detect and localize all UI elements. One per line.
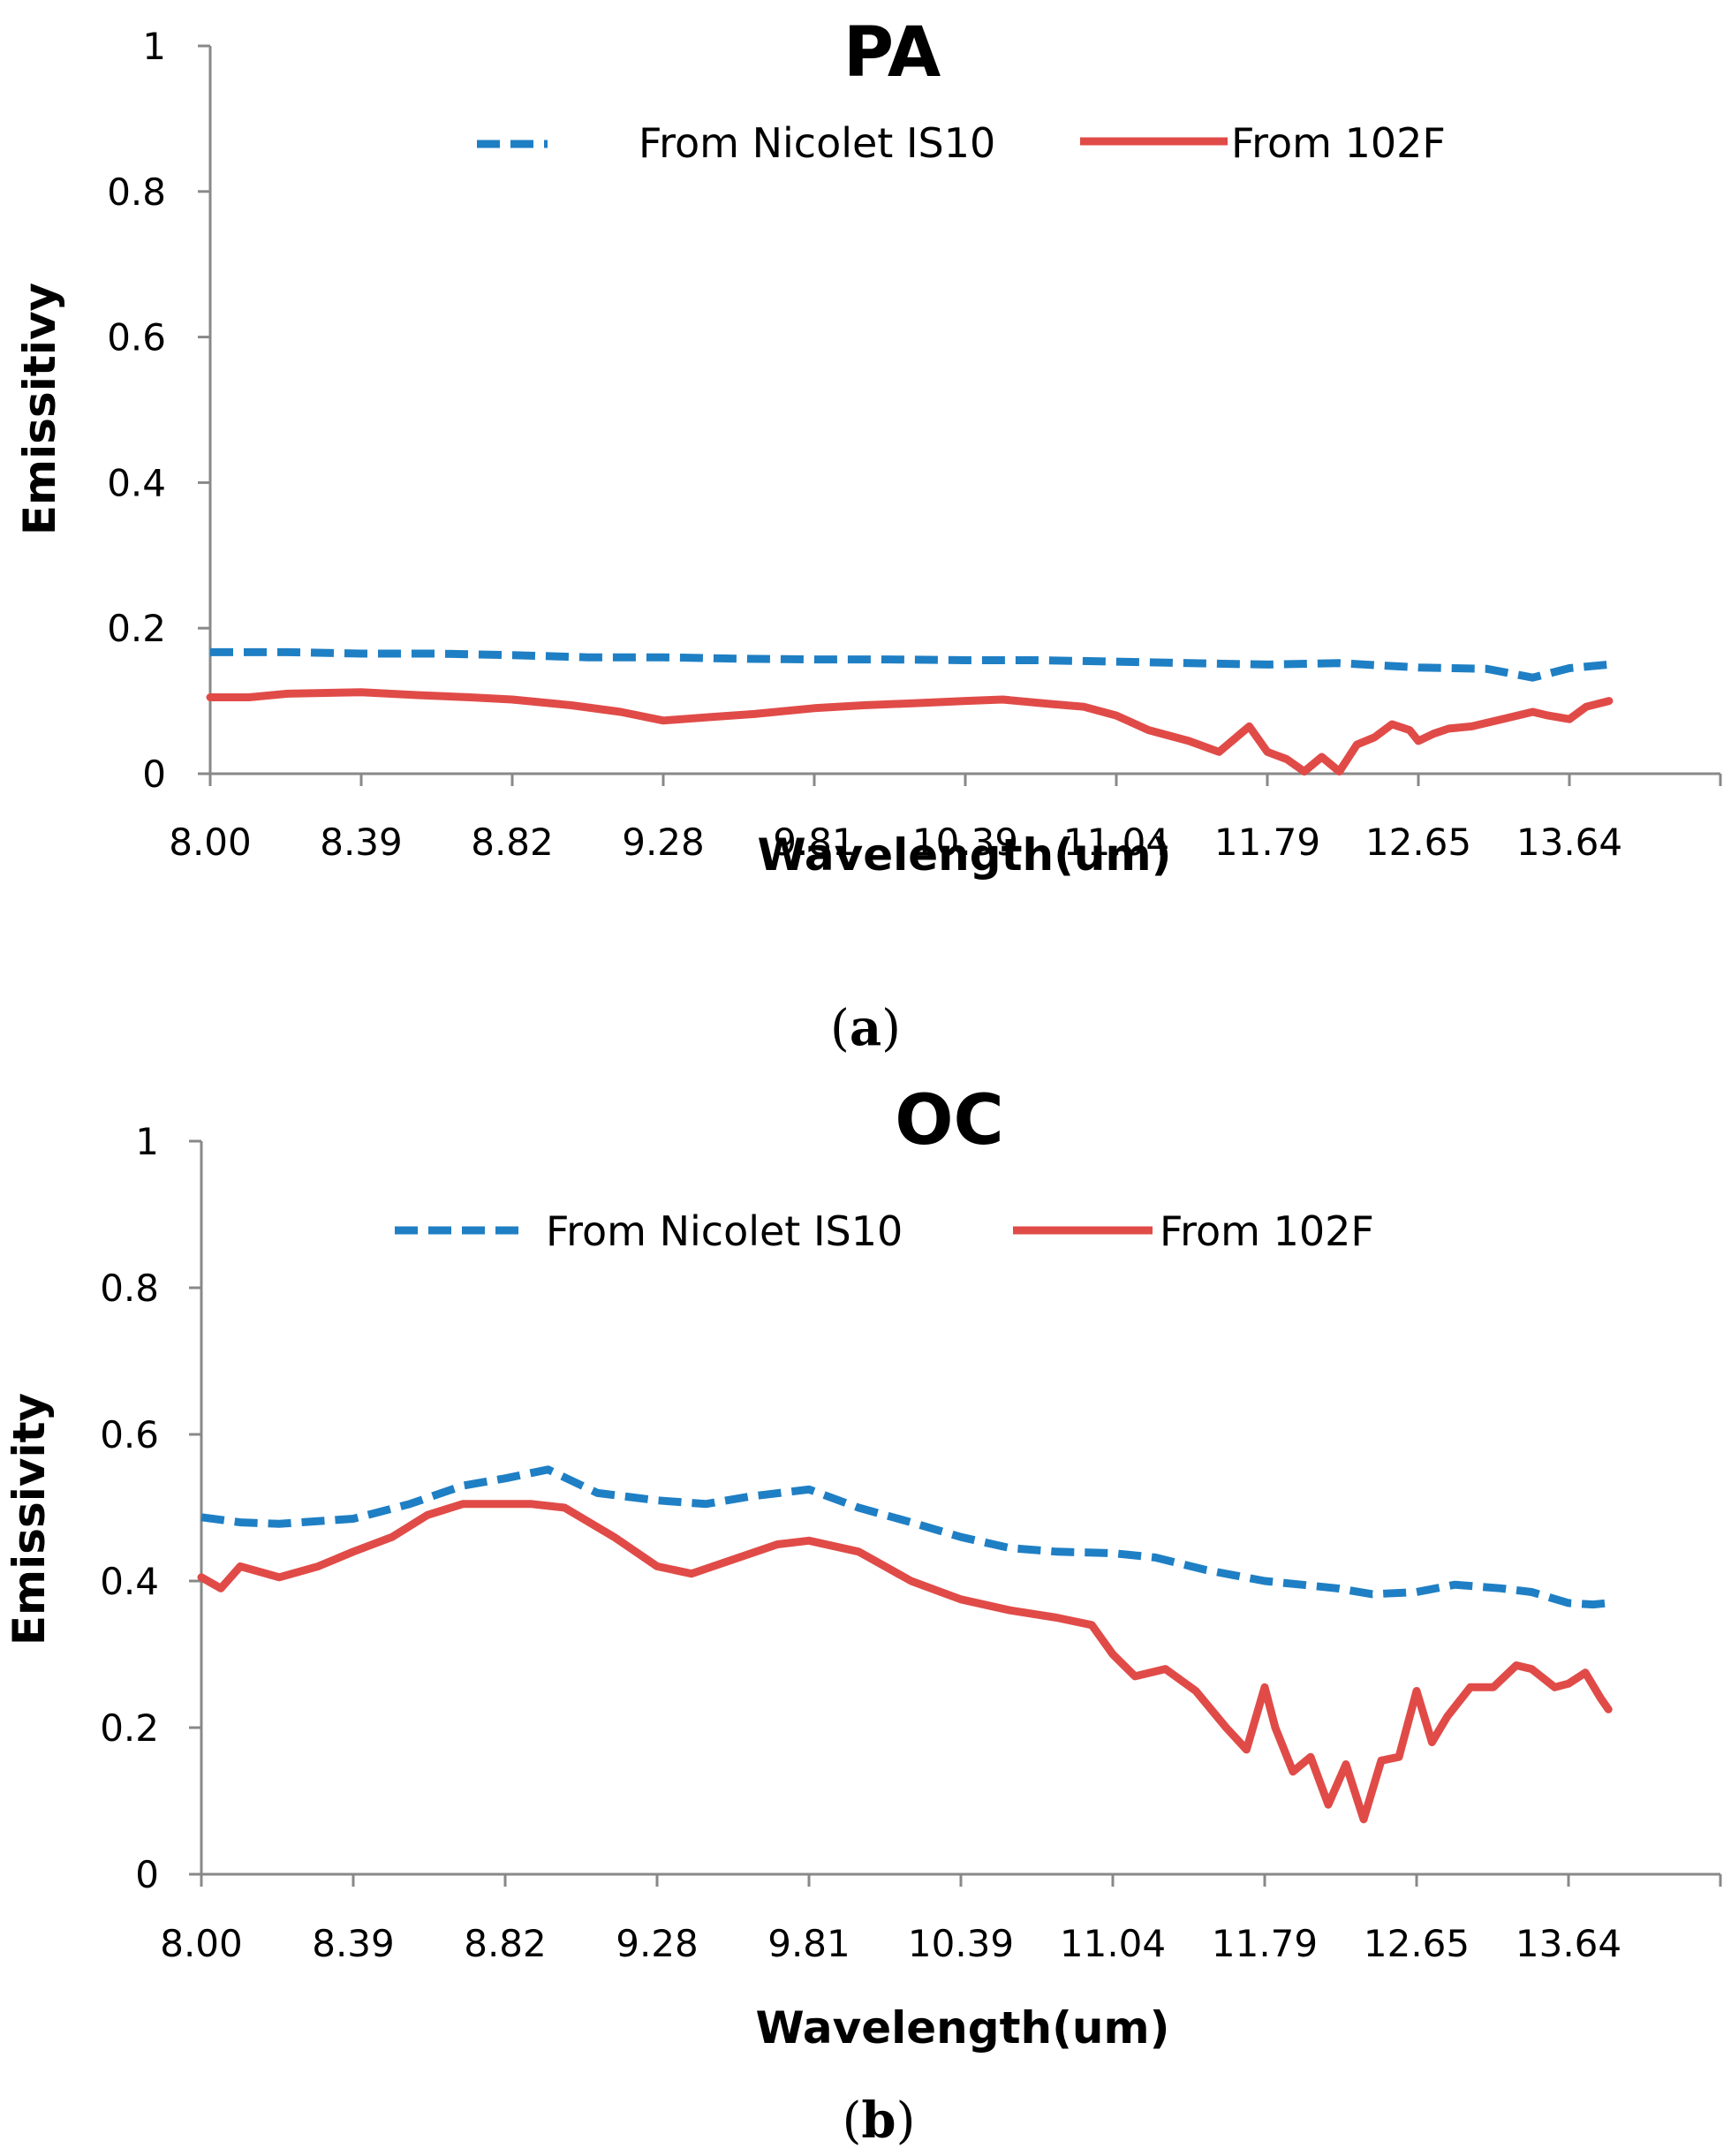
y-axis-title: Emissitivy	[14, 283, 65, 535]
x-axis-title: Wavelength(um)	[756, 2002, 1170, 2054]
plot-lines	[197, 1465, 1613, 1824]
y-tick-label: 0.8	[100, 1267, 159, 1310]
legend-label-102f: From 102F	[1160, 1207, 1374, 1255]
x-tick-label: 8.39	[312, 1922, 395, 1965]
y-axis-ticks: 0 0.2 0.4 0.6 0.8 1	[107, 25, 210, 796]
x-tick-label: 11.04	[1063, 821, 1169, 864]
chart-oc: OC From Nicolet IS10 From 102F 0 0.2 0.4 0.…	[4, 1081, 1722, 2150]
x-tick-label: 12.65	[1364, 1922, 1470, 1965]
x-tick-label: 9.28	[616, 1922, 699, 1965]
chart-title: OC	[895, 1081, 1004, 1161]
x-axis-ticks: 8.00 8.39 8.82 9.28 9.81 10.39 11.04 11.79 12.65…	[169, 774, 1722, 864]
y-axis-title: Emissivity	[4, 1393, 55, 1645]
x-tick-label: 8.00	[169, 821, 252, 864]
y-tick-label: 0.2	[107, 607, 166, 650]
y-tick-label: 0.4	[100, 1560, 159, 1603]
caption-letter: a	[850, 999, 881, 1057]
x-tick-label: 9.81	[767, 1922, 850, 1965]
series-line-nicolet	[210, 647, 1610, 682]
y-tick-label: 0.2	[100, 1706, 159, 1750]
chart-title: PA	[843, 13, 941, 93]
legend-label-nicolet: From Nicolet IS10	[639, 119, 995, 167]
y-tick-label: 0.4	[107, 461, 166, 504]
y-tick-label: 0.6	[107, 316, 166, 359]
x-tick-label: 13.64	[1516, 821, 1622, 864]
series-line-nicolet	[200, 1465, 1609, 1609]
series-line-102f	[206, 688, 1614, 775]
legend-label-nicolet: From Nicolet IS10	[546, 1207, 903, 1255]
y-tick-label: 0.8	[107, 170, 166, 214]
caption-letter: b	[861, 2092, 896, 2150]
y-tick-label: 0.6	[100, 1413, 159, 1456]
x-axis-title: Wavelength(um)	[758, 829, 1172, 881]
x-tick-label: 11.79	[1214, 821, 1320, 864]
legend-label-102f: From 102F	[1231, 119, 1446, 167]
plot-lines	[206, 647, 1614, 775]
x-tick-label: 8.39	[320, 821, 403, 864]
y-axis-ticks: 0 0.2 0.4 0.6 0.8 1	[100, 1120, 201, 1896]
x-tick-label: 13.64	[1516, 1922, 1621, 1965]
x-tick-label: 9.28	[622, 821, 705, 864]
series-line-102f	[197, 1500, 1613, 1824]
y-tick-label: 0	[135, 1853, 159, 1896]
x-tick-label: 10.39	[912, 821, 1018, 864]
x-tick-label: 10.39	[908, 1922, 1014, 1965]
axes	[200, 1141, 1720, 1876]
caption-b: (b)	[843, 2092, 916, 2150]
x-tick-label: 11.79	[1212, 1922, 1318, 1965]
x-tick-label: 8.82	[471, 821, 554, 864]
x-tick-label: 11.04	[1060, 1922, 1166, 1965]
y-tick-label: 0	[142, 753, 166, 796]
chart-pa: PA From Nicolet IS10 From 102F 0 0.2 0.4 0.…	[14, 13, 1722, 1057]
x-axis-ticks: 8.00 8.39 8.82 9.28 9.81 10.39 11.04 11.79 12.65…	[160, 1874, 1722, 1965]
x-tick-label: 12.65	[1365, 821, 1471, 864]
y-tick-label: 1	[135, 1120, 159, 1163]
x-tick-label: 8.00	[160, 1922, 243, 1965]
caption-a: (a)	[830, 999, 901, 1057]
y-tick-label: 1	[142, 25, 166, 68]
x-tick-label: 8.82	[464, 1922, 547, 1965]
x-tick-label: 9.81	[773, 821, 856, 864]
